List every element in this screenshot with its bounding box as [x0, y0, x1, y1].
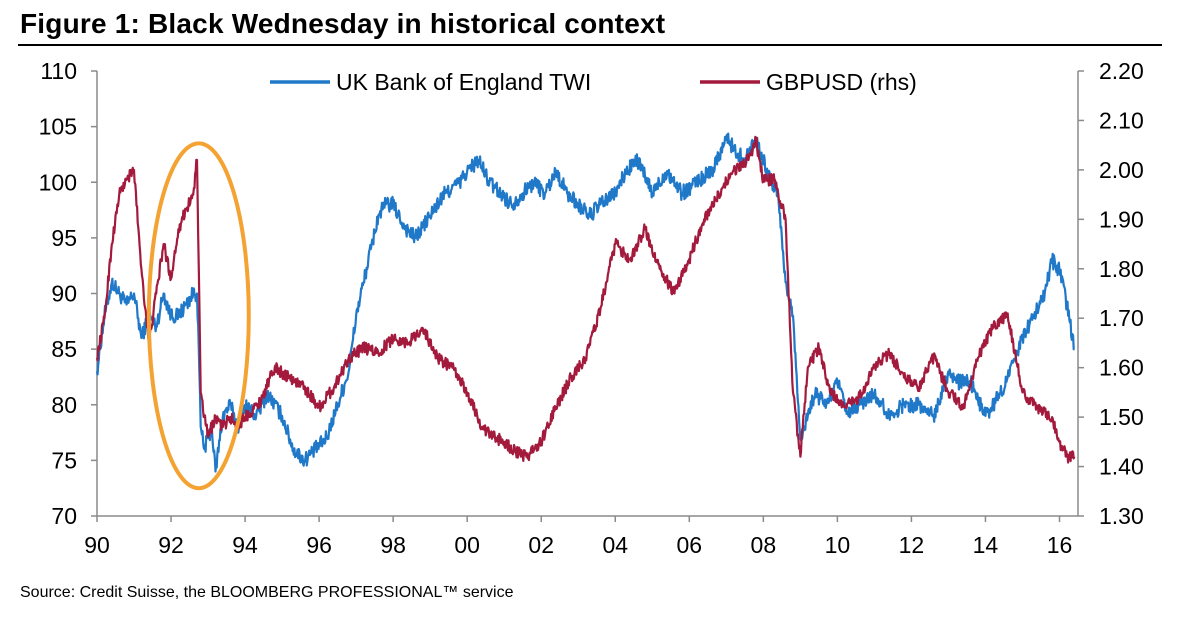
- y-right-tick-label: 1.80: [1099, 256, 1144, 282]
- x-tick-label: 16: [1047, 532, 1073, 558]
- y-left-tick-label: 85: [51, 336, 77, 362]
- x-tick-label: 00: [454, 532, 480, 558]
- x-tick-label: 08: [751, 532, 777, 558]
- legend: UK Bank of England TWI GBPUSD (rhs): [270, 69, 917, 95]
- series-layer: [95, 132, 1076, 473]
- y-right-tick-label: 2.10: [1099, 107, 1144, 133]
- y-right-tick-label: 2.20: [1099, 58, 1144, 84]
- black-wednesday-ellipse: [146, 141, 251, 491]
- legend-label: GBPUSD (rhs): [766, 69, 917, 95]
- y-right-tick-label: 1.70: [1099, 305, 1144, 331]
- x-tick-label: 10: [825, 532, 851, 558]
- y-left-tick-label: 110: [40, 58, 77, 84]
- y-left-tick-label: 70: [51, 503, 77, 529]
- y-left-tick-label: 80: [51, 392, 77, 418]
- x-tick-label: 02: [528, 532, 554, 558]
- chart-title: Figure 1: Black Wednesday in historical …: [20, 8, 666, 39]
- x-tick-label: 98: [380, 532, 406, 558]
- x-tick-label: 04: [602, 532, 628, 558]
- x-tick-label: 12: [899, 532, 925, 558]
- y-left-tick-label: 90: [51, 281, 77, 307]
- chart: 70 75 80 85 90 95 100 105 110 1.30 1.40 1.50 1.60 1.7…: [39, 58, 1144, 558]
- y-left-tick-label: 75: [51, 447, 77, 473]
- title-rule: [18, 44, 1162, 46]
- x-tick-label: 14: [973, 532, 999, 558]
- x-tick-label: 92: [158, 532, 184, 558]
- legend-label: UK Bank of England TWI: [336, 69, 591, 95]
- y-right-tick-label: 1.90: [1099, 206, 1144, 232]
- y-right-tick-label: 1.50: [1099, 404, 1144, 430]
- x-tick-label: 06: [677, 532, 703, 558]
- axes: 70 75 80 85 90 95 100 105 110 1.30 1.40 1.50 1.60 1.7…: [39, 58, 1144, 558]
- y-right-tick-label: 2.00: [1099, 157, 1144, 183]
- x-tick-label: 90: [84, 532, 110, 558]
- x-tick-label: 94: [232, 532, 258, 558]
- y-right-tick-label: 1.30: [1099, 503, 1144, 529]
- y-right-tick-label: 1.60: [1099, 355, 1144, 381]
- source-note: Source: Credit Suisse, the BLOOMBERG PRO…: [20, 584, 514, 601]
- x-tick-label: 96: [306, 532, 332, 558]
- y-right-tick-label: 1.40: [1099, 454, 1144, 480]
- annotation-layer: [146, 141, 251, 491]
- y-left-tick-label: 100: [39, 169, 77, 195]
- y-left-tick-label: 95: [51, 225, 77, 251]
- series-line-gbpusd: [95, 135, 1076, 464]
- y-left-tick-label: 105: [39, 114, 77, 140]
